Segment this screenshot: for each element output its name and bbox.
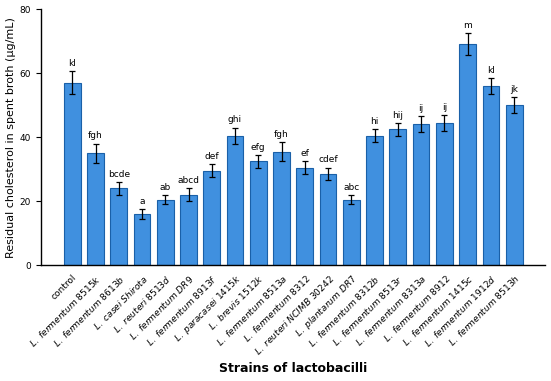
- Y-axis label: Residual cholesterol in spent broth (μg/mL): Residual cholesterol in spent broth (μg/…: [6, 17, 15, 258]
- Text: ef: ef: [300, 149, 309, 158]
- Text: bcde: bcde: [107, 170, 130, 179]
- Text: kl: kl: [68, 59, 76, 68]
- Text: a: a: [139, 197, 145, 206]
- Bar: [157, 200, 174, 265]
- Bar: [320, 174, 337, 265]
- Text: hij: hij: [392, 110, 403, 120]
- Bar: [366, 136, 383, 265]
- Text: abcd: abcd: [177, 176, 199, 185]
- Bar: [87, 153, 104, 265]
- Text: ij: ij: [419, 104, 424, 113]
- Text: ij: ij: [442, 102, 447, 112]
- Bar: [273, 152, 290, 265]
- Text: def: def: [204, 152, 219, 161]
- Text: kl: kl: [487, 66, 495, 75]
- Bar: [483, 86, 499, 265]
- Bar: [506, 105, 522, 265]
- Text: efg: efg: [251, 142, 266, 152]
- Text: abc: abc: [343, 182, 359, 192]
- Text: hi: hi: [370, 117, 379, 126]
- Text: ab: ab: [160, 182, 171, 192]
- Text: jk: jk: [510, 85, 518, 94]
- Bar: [413, 124, 429, 265]
- Bar: [180, 195, 197, 265]
- Bar: [250, 161, 267, 265]
- Text: fgh: fgh: [88, 131, 103, 140]
- Bar: [110, 188, 127, 265]
- Text: fgh: fgh: [274, 130, 289, 139]
- Bar: [343, 200, 360, 265]
- Bar: [390, 129, 406, 265]
- Text: ghi: ghi: [228, 115, 242, 124]
- Bar: [459, 44, 476, 265]
- Bar: [226, 136, 244, 265]
- Text: m: m: [463, 21, 472, 30]
- Bar: [436, 123, 453, 265]
- Bar: [296, 168, 313, 265]
- Bar: [134, 214, 150, 265]
- Bar: [203, 171, 220, 265]
- Text: cdef: cdef: [318, 155, 338, 164]
- Bar: [64, 83, 80, 265]
- X-axis label: Strains of lactobacilli: Strains of lactobacilli: [219, 362, 368, 375]
